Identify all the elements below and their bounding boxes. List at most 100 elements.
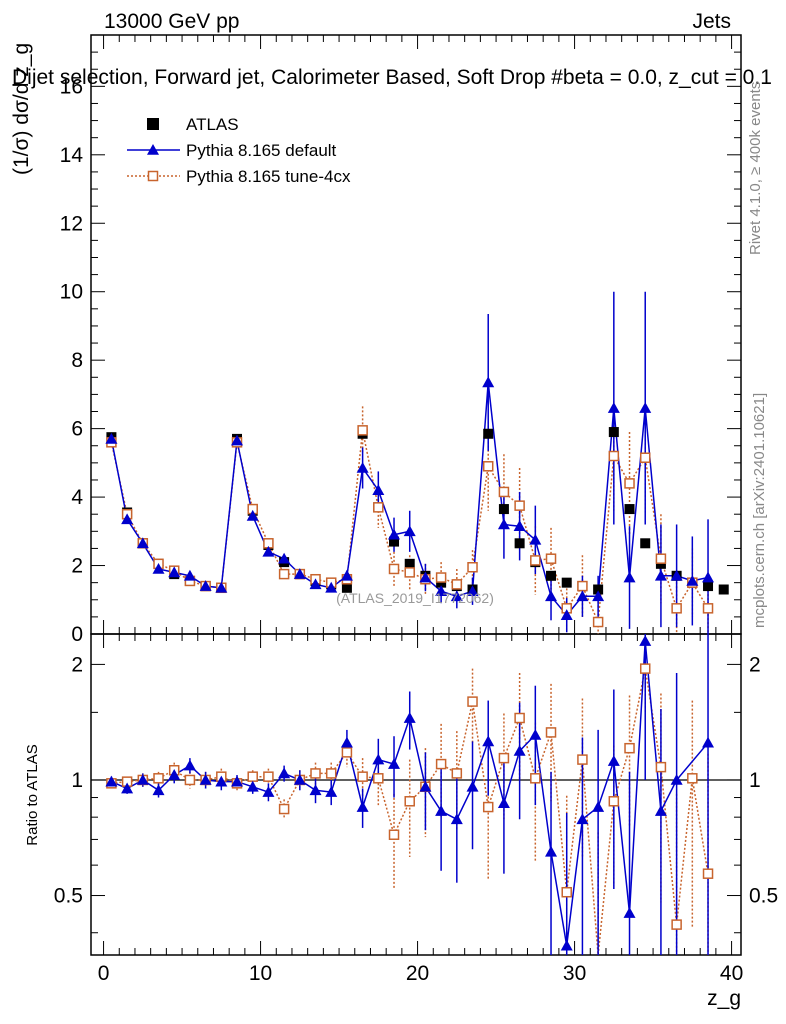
tune-ratio-point	[153, 773, 164, 784]
default-ratio-point	[293, 773, 306, 785]
tune-ratio-point	[608, 796, 620, 807]
default-ratio-point	[136, 773, 149, 785]
default-ratio-point	[576, 813, 589, 825]
atlas-point	[341, 582, 352, 593]
tune-point	[373, 502, 384, 513]
tune-point	[278, 568, 290, 580]
default-ratio-point	[435, 805, 448, 816]
atlas-point	[593, 584, 604, 595]
x-tick-label: 40	[720, 962, 743, 985]
default-point	[607, 402, 620, 413]
default-ratio-point	[183, 759, 196, 771]
default-point	[529, 533, 542, 545]
tune-ratio-point	[467, 696, 478, 707]
legend-tune-label: Pythia 8.165 tune-4cx	[186, 167, 351, 186]
default-point	[199, 580, 212, 591]
default-ratio-point	[497, 797, 510, 808]
legend-atlas-marker	[147, 118, 159, 130]
default-ratio-point	[231, 775, 244, 787]
tune-point	[545, 553, 557, 564]
tune-point	[435, 572, 447, 583]
tune-ratio-point	[639, 663, 651, 674]
tune-point	[451, 579, 463, 590]
atlas-point	[483, 428, 494, 439]
ratio-frame	[90, 633, 742, 956]
default-point	[403, 525, 416, 537]
default-ratio-point	[466, 780, 479, 792]
default-point	[105, 432, 118, 444]
default-point	[340, 569, 353, 581]
tune-point	[655, 553, 667, 564]
main-y-tick-label: 4	[71, 486, 83, 509]
tune-point	[702, 603, 714, 614]
default-point	[388, 528, 401, 540]
x-tick-label: 20	[406, 962, 429, 985]
default-ratio-point	[372, 753, 385, 765]
default-ratio-point	[121, 782, 134, 794]
tune-ratio-point	[577, 754, 588, 765]
tune-point	[482, 461, 494, 472]
default-point	[545, 590, 558, 602]
default-point	[639, 402, 652, 413]
tune-ratio-point	[341, 747, 353, 758]
default-ratio-point	[560, 939, 573, 951]
tune-ratio-point	[671, 919, 682, 930]
main-y-tick-label: 8	[71, 349, 83, 372]
default-point	[702, 571, 715, 583]
tune-point	[514, 500, 525, 511]
ratio-y-tick-label-right: 0.5	[749, 885, 778, 908]
default-point	[231, 434, 244, 446]
atlas-point	[608, 427, 619, 438]
default-ratio-point	[105, 775, 118, 787]
tune-ratio-point	[373, 773, 384, 784]
default-ratio-point	[278, 767, 291, 779]
tune-ratio-point	[184, 774, 196, 786]
tune-point	[592, 616, 604, 628]
tune-ratio-point	[545, 727, 557, 738]
legend: ATLAS Pythia 8.165 default Pythia 8.165 tu…	[127, 115, 351, 186]
tune-ratio-point	[310, 768, 321, 779]
tune-ratio-point	[388, 829, 400, 840]
tune-point	[577, 580, 588, 592]
default-point	[246, 509, 259, 521]
tune-ratio-point	[530, 773, 541, 784]
tune-ratio-point	[498, 752, 510, 764]
side-mcplots-label: mcplots.cern.ch [arXiv:2401.10621]	[751, 393, 768, 628]
default-ratio-point	[545, 845, 558, 857]
default-ratio-point	[529, 728, 542, 740]
default-ratio-point	[403, 712, 416, 723]
default-ratio-point	[246, 780, 259, 792]
main-y-tick-label: 14	[60, 144, 84, 167]
main-y-tick-label: 12	[60, 212, 83, 235]
tune-ratio-point	[561, 886, 572, 898]
default-ratio-point	[309, 784, 322, 796]
default-ratio-point	[623, 907, 636, 918]
default-point	[592, 590, 605, 602]
default-ratio-point	[513, 744, 526, 756]
default-ratio-point	[388, 758, 401, 769]
tune-point	[404, 567, 415, 578]
atlas-point	[703, 581, 714, 592]
tune-point	[498, 486, 510, 498]
ratio-y-tick-label: 2	[71, 653, 83, 676]
tune-ratio-point	[655, 761, 667, 773]
default-ratio-point	[592, 801, 605, 812]
main-y-tick-label: 16	[60, 75, 83, 98]
x-tick-label: 10	[249, 962, 272, 985]
default-point	[450, 590, 463, 602]
atlas-point	[561, 577, 572, 588]
default-point	[670, 569, 683, 581]
tune-point	[624, 478, 635, 489]
tune-ratio-point	[325, 768, 337, 779]
default-ratio-point	[607, 755, 620, 766]
default-ratio-point	[639, 635, 652, 646]
legend-default-label: Pythia 8.165 default	[186, 141, 337, 160]
default-ratio-point	[325, 786, 338, 797]
atlas-point	[624, 504, 635, 515]
tune-point	[608, 450, 620, 462]
x-axis-label: z_g	[707, 987, 741, 1010]
default-point	[278, 552, 291, 564]
atlas-point	[640, 538, 651, 549]
default-point	[293, 568, 306, 579]
